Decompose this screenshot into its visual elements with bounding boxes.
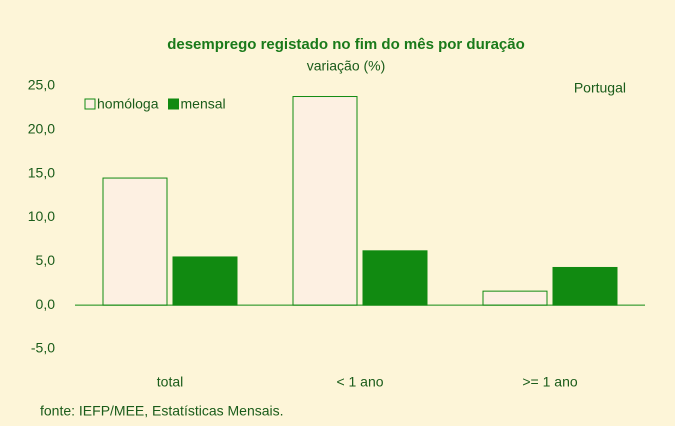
y-tick-label: 5,0: [36, 252, 56, 268]
chart-subtitle: variação (%): [307, 58, 386, 74]
y-tick-label: -5,0: [31, 340, 55, 356]
x-tick-label: total: [157, 374, 183, 390]
bar: [552, 266, 618, 306]
legend-label: homóloga: [97, 96, 159, 112]
bar: [482, 290, 548, 306]
x-tick-label: >= 1 ano: [522, 374, 577, 390]
y-tick-label: 15,0: [28, 164, 55, 180]
y-tick-label: 10,0: [28, 208, 55, 224]
source: fonte: IEFP/MEE, Estatísticas Mensais.: [40, 403, 284, 419]
legend-label: mensal: [181, 96, 226, 112]
bar: [172, 256, 238, 306]
legend-swatch: [84, 98, 96, 110]
bar: [102, 177, 168, 306]
y-tick-label: 20,0: [28, 121, 55, 137]
y-tick-label: 0,0: [36, 296, 56, 312]
y-tick-label: 25,0: [28, 77, 55, 93]
bar: [292, 96, 358, 306]
x-tick-label: < 1 ano: [336, 374, 383, 390]
legend-swatch: [168, 98, 179, 110]
chart-title: desemprego registado no fim do mês por d…: [167, 36, 525, 53]
annotation: Portugal: [574, 80, 626, 96]
bar: [362, 250, 428, 306]
